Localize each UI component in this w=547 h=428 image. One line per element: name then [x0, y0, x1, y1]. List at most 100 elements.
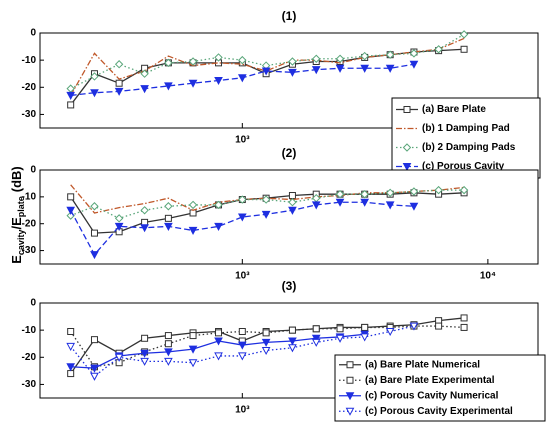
- legend-box: [334, 354, 546, 422]
- marker: [66, 342, 76, 351]
- marker: [261, 338, 271, 347]
- legend-marker: [402, 163, 412, 172]
- marker: [237, 213, 247, 222]
- marker: [214, 200, 223, 210]
- marker: [288, 337, 297, 346]
- marker: [385, 328, 395, 337]
- marker: [237, 352, 247, 361]
- marker: [140, 224, 149, 233]
- marker: [360, 64, 370, 73]
- marker: [385, 50, 395, 59]
- marker: [90, 251, 99, 260]
- legend-label: (c) Porous Cavity Experimental: [365, 406, 513, 417]
- y-axis-label-part: (dB): [9, 166, 24, 192]
- legend-marker: [346, 361, 354, 369]
- y-tick-label: 0: [30, 165, 36, 176]
- marker: [361, 323, 369, 331]
- marker: [90, 89, 99, 98]
- y-tick-label: -30: [22, 109, 37, 120]
- marker: [238, 195, 247, 204]
- marker: [312, 54, 321, 63]
- marker: [140, 349, 149, 358]
- marker: [360, 189, 369, 199]
- marker: [335, 198, 345, 207]
- marker: [90, 229, 98, 237]
- marker: [140, 357, 149, 366]
- marker: [238, 55, 247, 65]
- marker: [238, 328, 246, 335]
- marker: [164, 357, 173, 366]
- legend-marker: [403, 106, 411, 113]
- marker: [312, 325, 320, 333]
- marker: [90, 364, 99, 373]
- y-tick-label: 0: [30, 28, 36, 39]
- marker: [90, 336, 98, 344]
- plot-area: [39, 169, 539, 265]
- y-tick-label: -30: [22, 379, 37, 390]
- legend-label: (b) 1 Damping Pad: [422, 123, 510, 134]
- legend-label: (c) Porous Cavity Numerical: [365, 390, 499, 401]
- marker: [409, 60, 419, 69]
- marker: [261, 195, 271, 204]
- marker: [140, 85, 149, 94]
- y-tick-label: -20: [22, 82, 37, 93]
- marker: [335, 64, 345, 73]
- legend-label: (a) Bare Plate Experimental: [365, 375, 495, 386]
- marker: [215, 329, 223, 337]
- marker: [140, 206, 149, 215]
- marker: [288, 206, 297, 215]
- marker: [335, 334, 345, 343]
- marker: [164, 58, 173, 68]
- marker: [164, 202, 173, 211]
- marker: [311, 66, 321, 75]
- x-tick-label: 10³: [235, 405, 250, 416]
- marker: [67, 370, 75, 378]
- marker: [214, 337, 223, 346]
- marker: [409, 202, 419, 211]
- marker: [360, 198, 370, 207]
- legend-label: (a) Bare Plate: [422, 104, 486, 115]
- marker: [66, 91, 76, 100]
- marker: [67, 101, 75, 109]
- marker: [164, 340, 172, 348]
- marker: [360, 333, 370, 342]
- marker: [460, 323, 468, 331]
- marker: [140, 69, 149, 78]
- y-tick-label: -10: [22, 55, 37, 66]
- marker: [434, 45, 443, 54]
- marker: [409, 322, 419, 331]
- marker: [288, 68, 297, 77]
- marker: [335, 54, 345, 63]
- marker: [459, 185, 469, 195]
- x-tick-label: 10³: [235, 135, 250, 146]
- marker: [214, 352, 223, 361]
- marker: [214, 53, 223, 62]
- marker: [435, 322, 443, 330]
- panel-title: (3): [282, 279, 297, 293]
- marker: [164, 348, 173, 357]
- marker: [214, 77, 223, 86]
- marker: [188, 200, 198, 210]
- marker: [409, 49, 419, 58]
- y-tick-label: -30: [22, 245, 37, 256]
- marker: [164, 82, 173, 91]
- marker: [189, 332, 197, 340]
- legend-label: (a) Bare Plate Numerical: [365, 359, 480, 370]
- marker: [188, 359, 198, 368]
- marker: [67, 328, 75, 335]
- panel-title: (1): [282, 9, 297, 23]
- y-axis-label-part: plate: [16, 196, 26, 217]
- panel-title: (2): [282, 146, 297, 160]
- series-line: [70, 33, 465, 90]
- marker: [288, 198, 297, 207]
- marker: [115, 79, 123, 87]
- marker: [288, 344, 297, 353]
- y-axis-label: Ecavity/Eplate (dB): [9, 166, 26, 264]
- marker: [460, 314, 468, 322]
- marker: [114, 60, 124, 69]
- marker: [114, 353, 124, 362]
- marker: [434, 185, 443, 195]
- marker: [214, 222, 223, 231]
- legend-marker: [345, 407, 355, 416]
- marker: [336, 325, 344, 333]
